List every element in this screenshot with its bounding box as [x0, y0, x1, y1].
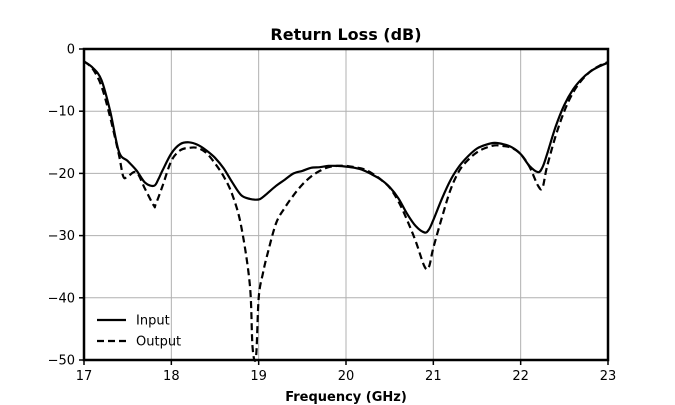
- legend-label-input: Input: [136, 314, 170, 329]
- series-line-output: [83, 60, 609, 362]
- legend: Input Output: [97, 314, 181, 350]
- x-tick-label: 19: [250, 369, 267, 384]
- legend-label-output: Output: [136, 335, 181, 350]
- x-axis-label: Frequency (GHz): [285, 390, 407, 405]
- y-tick-label: −50: [48, 354, 75, 369]
- y-tick-label: −10: [48, 105, 75, 120]
- x-tick-label: 21: [425, 369, 442, 384]
- chart-title: Return Loss (dB): [270, 25, 421, 44]
- y-tick-label: 0: [67, 43, 75, 58]
- y-tick-label: −30: [48, 229, 75, 244]
- series-layer: [83, 60, 609, 362]
- x-tick-label: 20: [338, 369, 355, 384]
- x-tick-label: 18: [163, 369, 180, 384]
- y-tick-label: −40: [48, 291, 75, 306]
- axis-ticks: 17 18 19 20 21 22 23 0 −10 −20 −30 −40 −50: [48, 43, 617, 385]
- x-tick-label: 22: [512, 369, 529, 384]
- x-tick-label: 17: [76, 369, 93, 384]
- y-tick-label: −20: [48, 167, 75, 182]
- x-tick-label: 23: [600, 369, 617, 384]
